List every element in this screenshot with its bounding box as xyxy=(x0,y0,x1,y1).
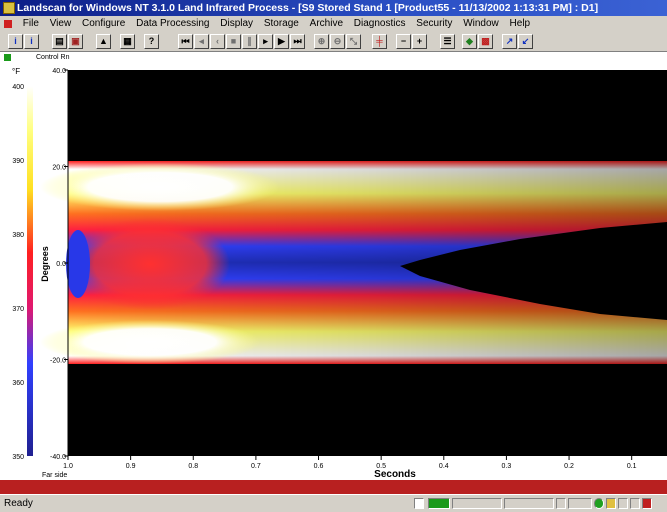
x-tick-label: 0.5 xyxy=(376,463,386,470)
info-alt-icon[interactable]: i xyxy=(24,34,39,49)
menu-security[interactable]: Security xyxy=(416,18,453,29)
hot-spot-bottom xyxy=(40,320,260,364)
colorbar-ticks: 400 390 380 370 360 350 xyxy=(12,84,24,461)
status-text: Ready xyxy=(4,498,33,509)
app-icon xyxy=(3,2,15,14)
y-tick-label: 40.0 xyxy=(52,68,66,75)
menu-archive[interactable]: Archive xyxy=(309,18,344,29)
thermal-heatmap-chart: °F 400 390 380 370 360 350 40.0 20.0 0.0 -20.0 -4… xyxy=(12,67,667,480)
fast-forward-icon[interactable]: ▶ xyxy=(274,34,289,49)
help-icon[interactable]: ? xyxy=(144,34,159,49)
menu-help[interactable]: Help xyxy=(509,18,531,29)
status-panel-2 xyxy=(452,498,502,509)
status-panel-3 xyxy=(504,498,554,509)
document-system-icon[interactable] xyxy=(4,20,12,28)
network-icon[interactable]: ▦ xyxy=(120,34,135,49)
step-back-icon[interactable]: ◂ xyxy=(194,34,209,49)
y-axis-label: Degrees xyxy=(40,246,50,282)
y-tick-label: -40.0 xyxy=(50,454,66,461)
x-tick-label: 0.2 xyxy=(564,463,574,470)
menu-file[interactable]: File xyxy=(22,18,39,29)
warm-crossover xyxy=(70,218,230,310)
cool-edge-region xyxy=(66,230,90,298)
bottom-scroll-band[interactable] xyxy=(0,480,667,494)
status-ok-icon xyxy=(594,498,604,509)
cold-wedge xyxy=(400,222,667,320)
colorbar-unit: °F xyxy=(12,67,20,76)
control-strip: Control Rn xyxy=(0,52,667,64)
first-frame-icon[interactable]: ⏮ xyxy=(178,34,193,49)
check-icon[interactable]: ↙ xyxy=(518,34,533,49)
menu-configure[interactable]: Configure xyxy=(81,18,126,29)
y-tick-label: -20.0 xyxy=(50,358,66,365)
x-tick-label: 0.4 xyxy=(439,463,449,470)
far-side-label: Far side xyxy=(42,472,67,479)
colorbar-tick-label: 370 xyxy=(12,306,24,313)
status-panel-4 xyxy=(556,498,566,509)
colorbar-gradient xyxy=(27,86,33,456)
status-panel-5 xyxy=(568,498,592,509)
menu-display[interactable]: Display xyxy=(220,18,254,29)
pause-icon[interactable]: ∥ xyxy=(242,34,257,49)
plot-area: °F 400 390 380 370 360 350 40.0 20.0 0.0 -20.0 -4… xyxy=(0,64,667,480)
print-icon[interactable]: ▤ xyxy=(52,34,67,49)
print-preview-icon[interactable]: ▣ xyxy=(68,34,83,49)
colorbar-tick-label: 360 xyxy=(12,380,24,387)
colorbar-tick-label: 350 xyxy=(12,454,24,461)
x-tick-label: 0.7 xyxy=(251,463,261,470)
status-warn-icon xyxy=(606,498,616,509)
x-tick-label: 0.8 xyxy=(188,463,198,470)
status-progress xyxy=(428,498,450,509)
menu-bar: File View Configure Data Processing Disp… xyxy=(0,16,667,32)
prev-icon[interactable]: ‹ xyxy=(210,34,225,49)
control-label: Control Rn xyxy=(36,54,70,61)
menu-diagnostics[interactable]: Diagnostics xyxy=(353,18,406,29)
colorbar-tick-label: 390 xyxy=(12,158,24,165)
play-icon[interactable]: ▸ xyxy=(258,34,273,49)
stand-icon[interactable]: ▲ xyxy=(96,34,111,49)
status-panel-6 xyxy=(618,498,628,509)
status-alarm-icon xyxy=(642,498,652,509)
x-tick-label: 0.6 xyxy=(314,463,324,470)
zoom-out-icon[interactable]: ⊖ xyxy=(330,34,345,49)
color-icon[interactable]: ◆ xyxy=(462,34,477,49)
window-title: Landscan for Windows NT 3.1.0 Land Infra… xyxy=(17,2,599,14)
status-panel-7 xyxy=(630,498,640,509)
hot-spot-top xyxy=(40,163,280,211)
diagonal-arrow-icon[interactable]: ↗ xyxy=(502,34,517,49)
menu-view[interactable]: View xyxy=(49,18,72,29)
title-bar: Landscan for Windows NT 3.1.0 Land Infra… xyxy=(0,0,667,16)
y-tick-label: 20.0 xyxy=(52,165,66,172)
image-icon[interactable]: ▩ xyxy=(478,34,493,49)
minus-icon[interactable]: − xyxy=(396,34,411,49)
info-icon[interactable]: i xyxy=(8,34,23,49)
status-indicator-icon xyxy=(4,54,11,61)
plus-icon[interactable]: + xyxy=(412,34,427,49)
cursor-icon[interactable]: ⤡ xyxy=(346,34,361,49)
x-tick-label: 1.0 xyxy=(63,463,73,470)
x-axis-ticks: 1.0 0.9 0.8 0.7 0.6 0.5 0.4 0.3 0.2 0.1 xyxy=(63,456,637,470)
menu-data-processing[interactable]: Data Processing xyxy=(136,18,210,29)
menu-storage[interactable]: Storage xyxy=(263,18,299,29)
status-panel-1 xyxy=(414,498,424,509)
menu-window[interactable]: Window xyxy=(463,18,499,29)
marker-icon[interactable]: ╪ xyxy=(372,34,387,49)
x-tick-label: 0.1 xyxy=(627,463,637,470)
toolbar: i i ▤ ▣ ▲ ▦ ? ⏮ ◂ ‹ ■ ∥ ▸ ▶ ⏭ ⊕ ⊖ ⤡ ╪ − … xyxy=(0,32,667,52)
x-tick-label: 0.9 xyxy=(126,463,136,470)
colorbar-tick-label: 400 xyxy=(12,84,24,91)
x-tick-label: 0.3 xyxy=(502,463,512,470)
zoom-icon[interactable]: ⊕ xyxy=(314,34,329,49)
y-axis-ticks: 40.0 20.0 0.0 -20.0 -40.0 xyxy=(50,68,68,461)
y-tick-label: 0.0 xyxy=(56,261,66,268)
stop-icon[interactable]: ■ xyxy=(226,34,241,49)
status-bar: Ready xyxy=(0,494,667,512)
list-icon[interactable]: ☰ xyxy=(440,34,455,49)
x-axis-label: Seconds xyxy=(374,469,416,480)
last-frame-icon[interactable]: ⏭ xyxy=(290,34,305,49)
colorbar-tick-label: 380 xyxy=(12,232,24,239)
